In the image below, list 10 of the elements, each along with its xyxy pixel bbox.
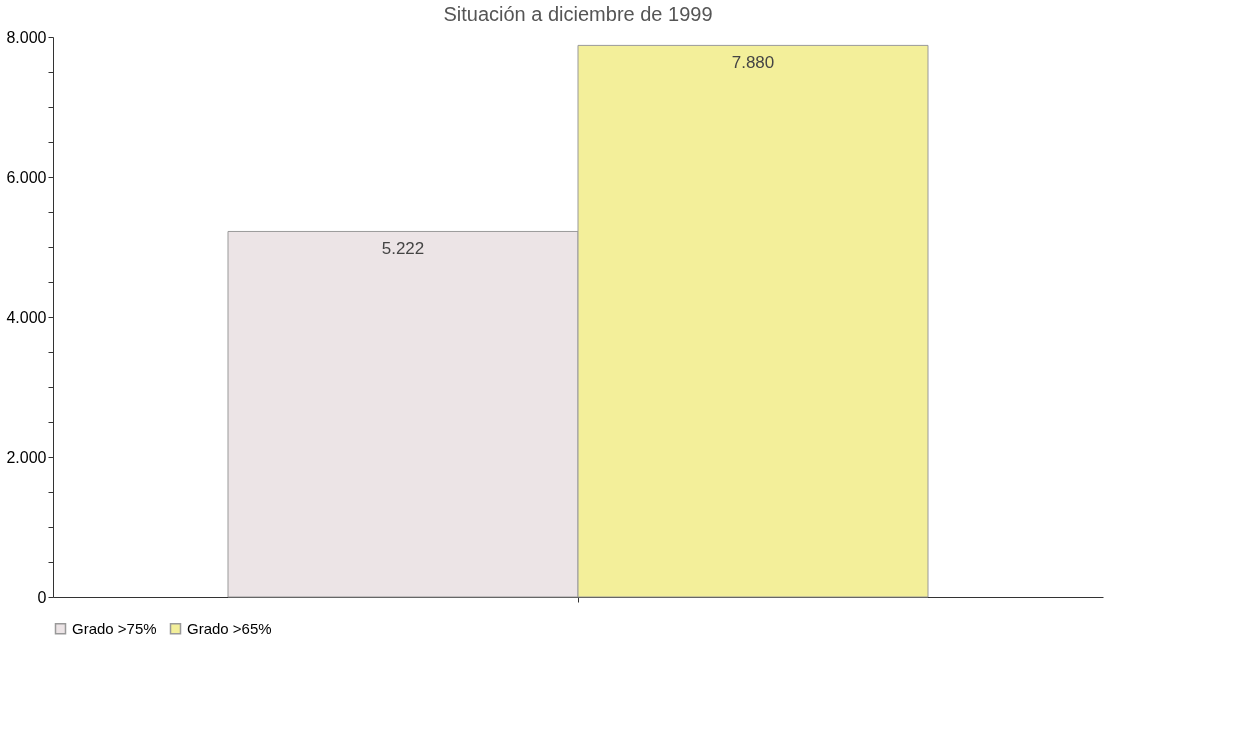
y-tick-label: 8.000 <box>6 28 47 46</box>
data-label: 5.222 <box>381 239 425 259</box>
y-tick-label: 6.000 <box>6 168 47 186</box>
chart-title: Situación a diciembre de 1999 <box>443 3 713 25</box>
y-tick-label: 4.000 <box>6 308 47 326</box>
legend-label: Grado >75% <box>72 619 157 637</box>
y-tick-label: 2.000 <box>6 448 47 466</box>
y-tick-label: 0 <box>37 588 47 606</box>
legend-label: Grado >65% <box>187 619 272 637</box>
data-label: 7.880 <box>731 53 775 73</box>
